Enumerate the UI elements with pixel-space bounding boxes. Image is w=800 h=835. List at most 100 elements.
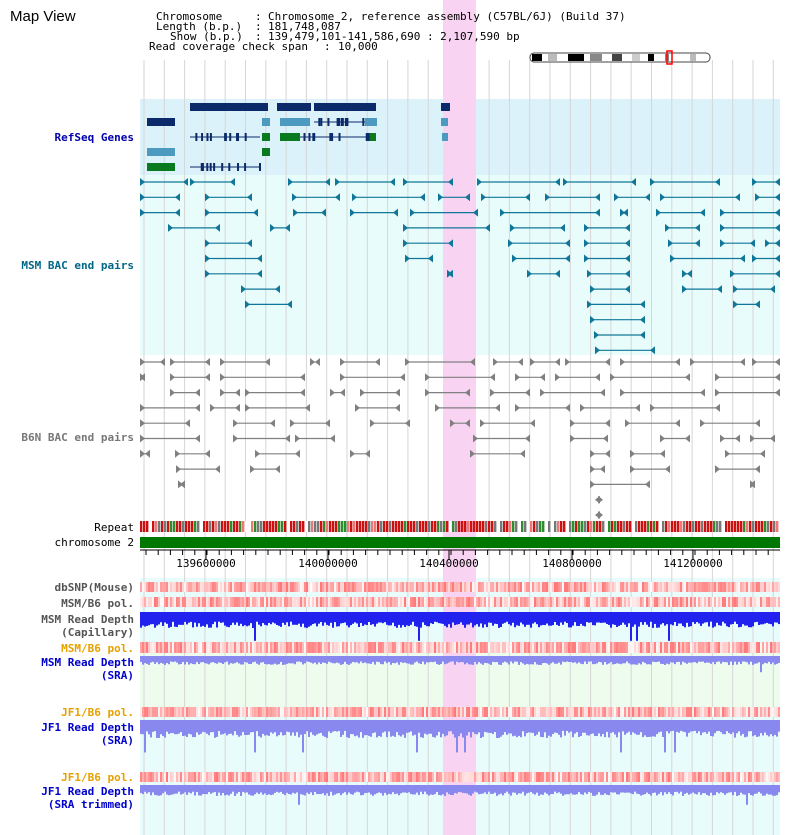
msm-depth-capillary-bar xyxy=(416,612,418,627)
track-label-msm-b6-pol-2[interactable]: MSM/B6 pol. xyxy=(61,642,134,655)
msm-b6-pol-density xyxy=(758,597,760,607)
jf1-b6-pol-density-2 xyxy=(182,772,184,782)
b6n-bac-pair-end xyxy=(365,449,370,458)
jf1-depth-trimmed-bar xyxy=(158,785,160,796)
jf1-depth-trimmed-bar xyxy=(402,785,404,793)
jf1-b6-pol-density xyxy=(600,707,602,717)
track-label-repeat[interactable]: Repeat xyxy=(94,521,134,534)
track-label-b6n-bac[interactable]: B6N BAC end pairs xyxy=(21,431,134,444)
jf1-depth-sra-bar xyxy=(562,720,564,731)
msm-b6-pol-density-2 xyxy=(146,642,148,653)
msm-depth-capillary-bar xyxy=(676,612,678,626)
jf1-depth-sra-bar xyxy=(522,720,524,732)
repeat-feature xyxy=(695,521,698,532)
msm-depth-capillary-bar xyxy=(290,612,292,622)
dbsnp-density xyxy=(756,582,758,592)
track-label-msm-bac[interactable]: MSM BAC end pairs xyxy=(21,259,134,272)
msm-b6-pol-density xyxy=(684,597,686,607)
jf1-b6-pol-density-2 xyxy=(704,772,706,782)
msm-b6-pol-density-2 xyxy=(734,642,736,653)
msm-b6-pol-density-2 xyxy=(216,642,218,653)
msm-bac-pair-end xyxy=(510,223,515,232)
b6n-bac-pair-end xyxy=(405,419,410,428)
jf1-depth-trimmed-bar xyxy=(622,785,624,793)
msm-depth-capillary-bar xyxy=(276,612,278,625)
msm-b6-pol-density xyxy=(386,597,388,607)
jf1-depth-trimmed-bar xyxy=(230,785,232,794)
jf1-b6-pol-density-2 xyxy=(500,772,502,782)
msm-bac-pair-end xyxy=(325,178,330,186)
repeat-feature xyxy=(545,521,548,532)
jf1-b6-pol-density-2 xyxy=(626,772,628,782)
repeat-feature xyxy=(329,521,332,532)
track-label-refseq[interactable]: RefSeq Genes xyxy=(54,131,134,144)
msm-b6-pol-density xyxy=(600,597,602,607)
repeat-feature xyxy=(467,521,470,532)
jf1-depth-trimmed-bar xyxy=(736,785,738,796)
track-label-chromosome[interactable]: chromosome 2 xyxy=(54,536,134,549)
track-label-jf1-b6-pol-1[interactable]: JF1/B6 pol. xyxy=(61,706,134,719)
jf1-depth-trimmed-bar xyxy=(468,785,470,795)
msm-bac-pair-end xyxy=(275,285,280,294)
jf1-b6-pol-density xyxy=(378,707,380,717)
gene-exon xyxy=(258,163,261,171)
track-label-jf1-depth-sra[interactable]: JF1 Read Depth xyxy=(41,721,134,734)
dbsnp-density xyxy=(220,582,222,592)
jf1-depth-trimmed-bar xyxy=(776,785,778,796)
gene-block xyxy=(370,133,376,141)
jf1-depth-sra-bar xyxy=(352,720,354,735)
msm-b6-pol-density-2 xyxy=(148,642,150,653)
jf1-depth-trimmed-bar xyxy=(382,785,384,796)
jf1-depth-trimmed-bar xyxy=(352,785,354,795)
repeat-feature xyxy=(308,521,311,532)
msm-depth-capillary-bar xyxy=(592,612,594,626)
track-label-msm-depth-sra[interactable]: MSM Read Depth xyxy=(41,656,134,669)
jf1-depth-trimmed-bar xyxy=(240,785,242,796)
jf1-depth-sra-bar xyxy=(690,720,692,732)
msm-b6-pol-density xyxy=(168,597,170,607)
jf1-depth-trimmed-bar xyxy=(154,785,156,795)
jf1-depth-sra-bar xyxy=(256,720,258,732)
msm-depth-capillary-bar xyxy=(362,612,364,626)
track-label-msm-b6-pol-1[interactable]: MSM/B6 pol. xyxy=(61,597,134,610)
msm-bac-pair-end xyxy=(448,239,453,248)
track-label-dbsnp[interactable]: dbSNP(Mouse) xyxy=(54,581,134,594)
msm-depth-sra-bar xyxy=(250,656,252,665)
msm-b6-pol-density-2 xyxy=(244,642,246,653)
msm-b6-pol-density-2 xyxy=(576,642,578,653)
msm-depth-sra-bar xyxy=(582,656,584,665)
msm-b6-pol-density xyxy=(154,597,156,607)
jf1-depth-sra-bar xyxy=(700,720,702,736)
jf1-depth-trimmed-bar xyxy=(638,785,640,795)
msm-b6-pol-density xyxy=(648,597,650,607)
repeat-feature xyxy=(236,521,239,532)
jf1-depth-trimmed-bar xyxy=(316,785,318,795)
track-label-msm-depth-cap[interactable]: MSM Read Depth xyxy=(41,613,134,626)
jf1-depth-sra-bar xyxy=(342,720,344,735)
msm-depth-sra-bar xyxy=(368,656,370,664)
track-label-jf1-depth-trim[interactable]: JF1 Read Depth xyxy=(41,785,134,798)
track-label-jf1-b6-pol-2[interactable]: JF1/B6 pol. xyxy=(61,771,134,784)
b6n-bac-pair-end xyxy=(530,358,535,366)
dbsnp-density xyxy=(398,582,400,592)
msm-depth-capillary-bar xyxy=(478,612,480,627)
msm-b6-pol-density xyxy=(272,597,274,607)
jf1-b6-pol-density xyxy=(668,707,670,717)
dbsnp-density xyxy=(502,582,504,592)
jf1-depth-sra-bar xyxy=(768,720,770,737)
b6n-bac-pair-end xyxy=(480,419,485,428)
msm-depth-sra-bar xyxy=(554,656,556,664)
msm-depth-sra-bar xyxy=(434,656,436,662)
jf1-depth-trimmed-bar xyxy=(444,785,446,796)
msm-depth-sra-bar xyxy=(486,656,488,664)
jf1-depth-trimmed-bar xyxy=(740,785,742,793)
msm-b6-pol-density-2 xyxy=(442,642,444,653)
jf1-depth-trimmed-bar xyxy=(236,785,238,794)
msm-depth-capillary-bar xyxy=(164,612,166,623)
dbsnp-density xyxy=(474,582,476,592)
jf1-b6-pol-density xyxy=(462,707,464,717)
msm-b6-pol-density-2 xyxy=(712,642,714,653)
gene-exon xyxy=(206,163,209,171)
msm-depth-sra-bar xyxy=(268,656,270,665)
